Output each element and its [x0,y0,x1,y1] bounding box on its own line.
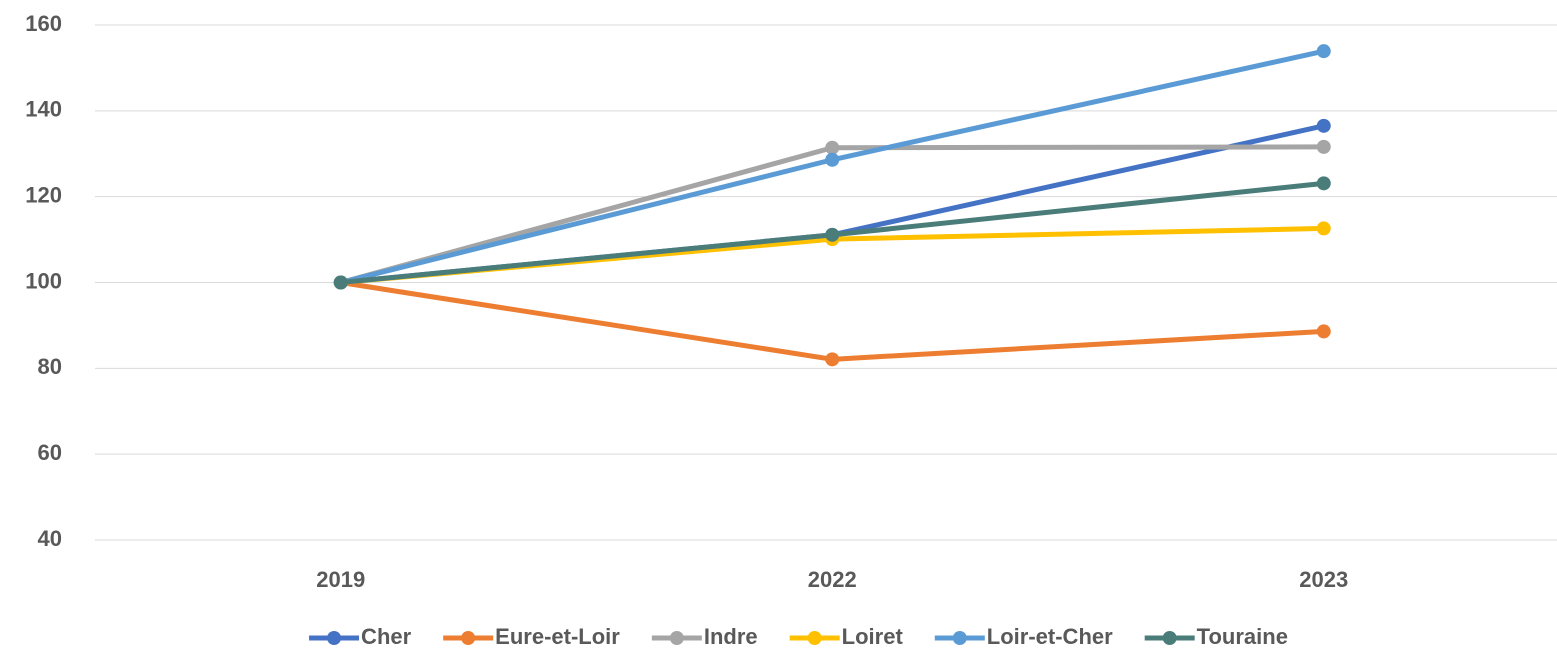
legend-swatch-dot [807,631,822,645]
data-point [1316,176,1331,191]
x-tick-label: 2023 [1299,567,1348,592]
legend-swatch-dot [952,631,967,645]
data-point [1316,118,1331,133]
data-point [1316,44,1331,59]
x-tick-label: 2019 [316,567,365,592]
y-tick-label: 80 [38,354,62,379]
data-point [1316,324,1331,339]
x-tick-label: 2022 [808,567,857,592]
data-point [333,275,348,290]
legend-label: Touraine [1197,624,1288,649]
legend-label: Indre [704,624,758,649]
y-tick-label: 140 [25,97,62,122]
y-tick-label: 40 [38,526,62,551]
y-tick-label: 160 [25,11,62,36]
legend: Cher Eure-et-Loir Indre Loiret Loir-et-Cher T… [309,624,1288,649]
data-point [825,352,840,367]
legend-swatch-dot [327,631,342,645]
y-tick-label: 100 [25,268,62,293]
legend-label: Loir-et-Cher [987,624,1113,649]
data-point [825,140,840,155]
legend-label: Cher [361,624,412,649]
series-line [340,280,1324,362]
legend-label: Loiret [842,624,904,649]
series-line [340,144,1324,285]
y-tick-label: 60 [38,440,62,465]
legend-label: Eure-et-Loir [495,624,620,649]
data-point [825,152,840,167]
series-line [340,48,1325,285]
data-point [825,227,840,242]
legend-swatch-dot [461,631,476,645]
legend-swatch-dot [669,631,684,645]
data-point [1316,221,1331,236]
y-tick-label: 120 [25,182,62,207]
data-point [1316,139,1331,154]
legend-swatch-dot [1162,631,1177,645]
